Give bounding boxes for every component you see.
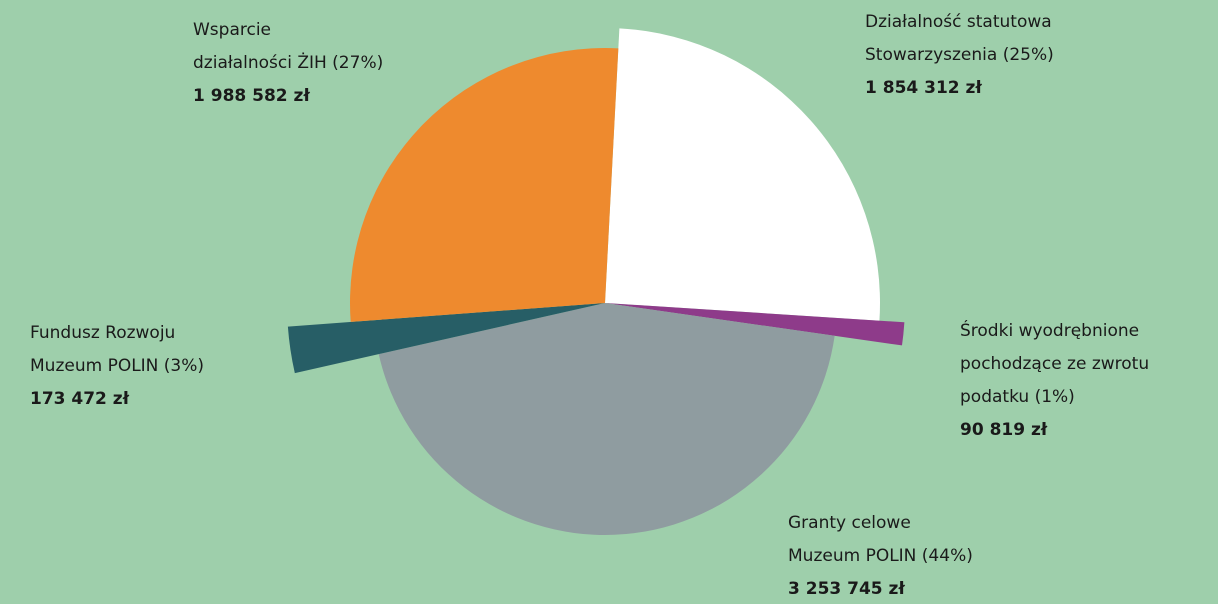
- pie-slice: [378, 303, 835, 535]
- slice-value-label: 90 819 zł: [960, 420, 1048, 440]
- slice-label: Muzeum POLIN (3%): [30, 356, 204, 376]
- pie-slice: [605, 28, 880, 321]
- slice-label: Fundusz Rozwoju: [30, 323, 175, 343]
- slice-label: Granty celowe: [788, 513, 911, 533]
- slice-label: Działalność statutowa: [865, 12, 1052, 32]
- slice-value-label: 1 854 312 zł: [865, 78, 982, 98]
- slice-label: pochodzące ze zwrotu: [960, 354, 1149, 374]
- slice-label: podatku (1%): [960, 387, 1075, 407]
- pie-slice: [350, 48, 619, 322]
- slice-value-label: 1 988 582 zł: [193, 86, 310, 106]
- slice-value-label: 173 472 zł: [30, 389, 130, 409]
- slice-label: Stowarzyszenia (25%): [865, 45, 1054, 65]
- slice-label: Muzeum POLIN (44%): [788, 546, 973, 566]
- slice-label: Wsparcie: [193, 20, 271, 40]
- pie-slice: [287, 303, 605, 374]
- slice-label: działalności ŻIH (27%): [193, 52, 383, 73]
- pie-slice: [605, 303, 905, 346]
- slice-label: Środki wyodrębnione: [960, 319, 1139, 341]
- slice-value-label: 3 253 745 zł: [788, 579, 905, 599]
